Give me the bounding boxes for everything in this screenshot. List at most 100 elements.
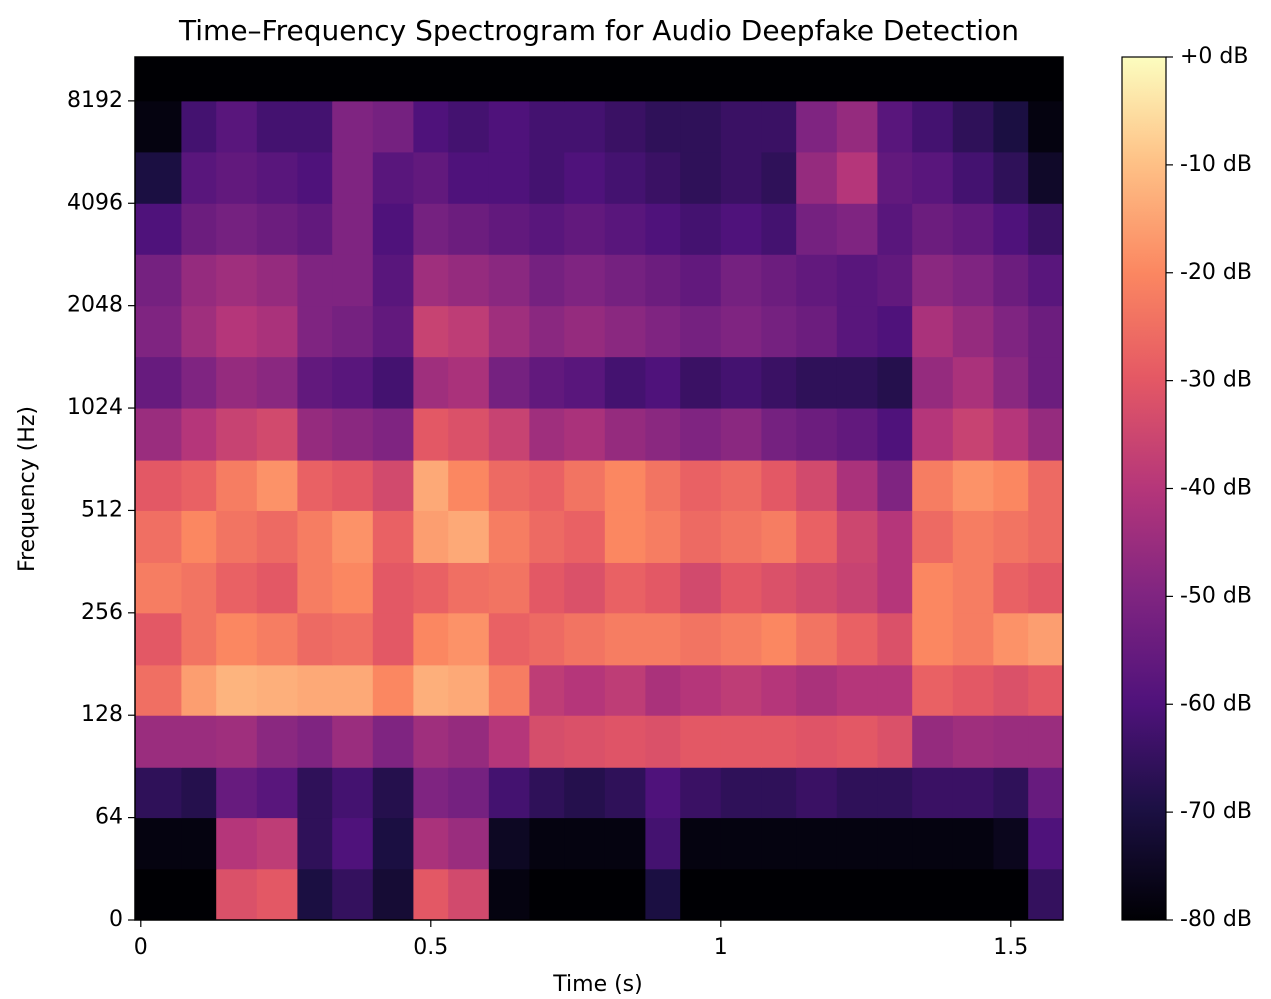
cell	[135, 254, 182, 307]
cell	[645, 612, 681, 666]
cell	[1028, 817, 1064, 870]
cell	[135, 203, 182, 255]
spectrogram	[135, 57, 1064, 921]
cell	[256, 612, 298, 666]
y-tick-label: 0	[109, 907, 123, 932]
cell	[680, 356, 722, 409]
cell	[564, 817, 606, 870]
cell	[680, 562, 722, 614]
cell	[413, 151, 449, 204]
cell	[720, 203, 762, 255]
cell	[796, 254, 838, 307]
cell	[413, 305, 449, 358]
cell	[297, 305, 333, 358]
cell	[604, 305, 646, 358]
cell	[564, 460, 606, 511]
cell	[877, 356, 913, 409]
cell	[529, 151, 565, 204]
cell	[680, 817, 722, 870]
cell	[181, 408, 217, 461]
cell	[529, 510, 565, 563]
cell	[836, 767, 878, 819]
cell	[564, 100, 606, 153]
cell	[1028, 151, 1064, 204]
cell	[952, 460, 994, 511]
cell	[604, 612, 646, 666]
cell	[796, 356, 838, 409]
cell	[332, 767, 374, 819]
cell	[216, 460, 258, 511]
cell	[836, 151, 878, 204]
cell	[135, 408, 182, 461]
cell	[181, 715, 217, 768]
cell	[372, 100, 414, 153]
cell	[529, 305, 565, 358]
cell	[796, 203, 838, 255]
cell	[332, 664, 374, 716]
cell	[332, 151, 374, 204]
cell	[256, 254, 298, 307]
cell	[529, 356, 565, 409]
cell	[297, 562, 333, 614]
cell	[912, 254, 954, 307]
cell	[332, 100, 374, 153]
cell	[720, 510, 762, 563]
cell	[604, 460, 646, 511]
colorbar-tick-label: -80 dB	[1180, 907, 1252, 932]
cell	[680, 612, 722, 666]
cell	[680, 203, 722, 255]
cell	[181, 510, 217, 563]
cell	[413, 57, 449, 102]
cell	[216, 254, 258, 307]
cell	[529, 612, 565, 666]
cell	[796, 100, 838, 153]
cell	[604, 254, 646, 307]
cell	[256, 356, 298, 409]
cell	[448, 817, 490, 870]
cell	[952, 408, 994, 461]
cell	[413, 460, 449, 511]
cell	[372, 767, 414, 819]
cell	[413, 100, 449, 153]
cell	[680, 305, 722, 358]
cell	[796, 868, 838, 921]
cell	[912, 510, 954, 563]
cell	[604, 562, 646, 614]
cell	[181, 254, 217, 307]
colorbar-tick-label: -60 dB	[1180, 691, 1252, 716]
cell	[761, 868, 797, 921]
plot-frame	[134, 56, 1064, 921]
cell	[993, 100, 1029, 153]
cell	[297, 868, 333, 921]
cell	[216, 767, 258, 819]
cell	[761, 767, 797, 819]
cell	[877, 510, 913, 563]
cell	[413, 817, 449, 870]
cell	[297, 510, 333, 563]
x-tick-label: 1.5	[993, 935, 1028, 960]
cell	[952, 305, 994, 358]
cell	[332, 408, 374, 461]
cell	[993, 203, 1029, 255]
cell	[564, 562, 606, 614]
cell	[297, 203, 333, 255]
cell	[216, 356, 258, 409]
cell	[912, 203, 954, 255]
cell	[993, 460, 1029, 511]
cell	[836, 562, 878, 614]
cell	[181, 203, 217, 255]
y-tick-label: 256	[81, 600, 123, 625]
cell	[912, 57, 954, 102]
cell	[645, 57, 681, 102]
cell	[332, 817, 374, 870]
cell	[564, 57, 606, 102]
cell	[877, 57, 913, 102]
cell	[680, 767, 722, 819]
cell	[135, 868, 182, 921]
x-tick-label: 1	[714, 935, 728, 960]
cell	[135, 612, 182, 666]
cell	[761, 254, 797, 307]
cell	[488, 868, 530, 921]
cell	[297, 460, 333, 511]
cell	[796, 767, 838, 819]
